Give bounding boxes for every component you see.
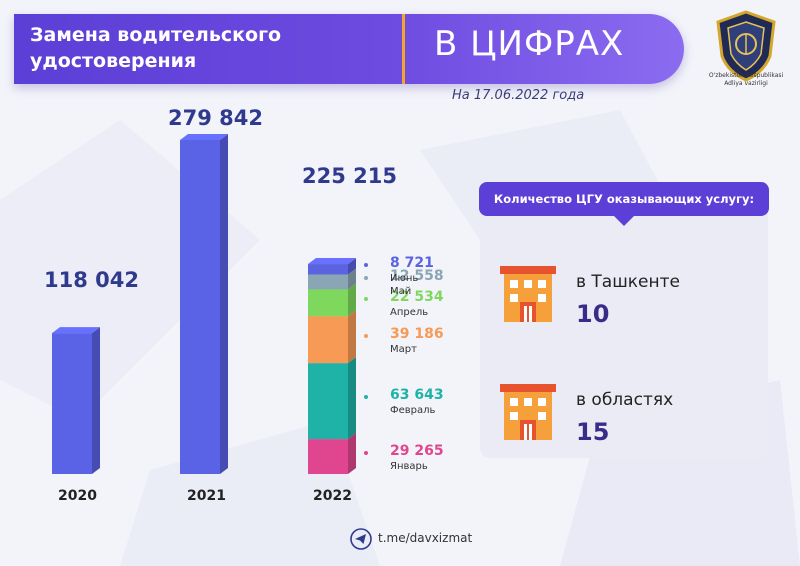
segment-value-label: 39 186 xyxy=(390,325,444,342)
building-icon xyxy=(500,266,556,322)
bar-2022-segment-1 xyxy=(308,357,356,440)
segment-month-label: Июнь xyxy=(390,273,419,285)
bar-2022-segment-2 xyxy=(308,310,356,364)
page-title: Замена водительского удостоверения xyxy=(30,24,282,72)
segment-month-label: Март xyxy=(390,343,417,355)
segment-marker xyxy=(364,296,368,301)
segment-month-label: Январь xyxy=(390,460,428,472)
segment-marker xyxy=(364,275,368,280)
telegram-icon[interactable] xyxy=(350,528,372,550)
segment-value-label: 63 643 xyxy=(390,387,444,404)
emblem-caption: O'zbekiston Respublikasi Adliya vazirlig… xyxy=(708,72,784,87)
telegram-link[interactable]: t.me/davxizmat xyxy=(378,531,473,545)
banner-divider xyxy=(402,14,405,84)
tashkent-count: 10 xyxy=(576,300,610,328)
date-label: На 17.06.2022 года xyxy=(452,88,585,103)
building-icon xyxy=(500,384,556,440)
segment-marker xyxy=(364,395,368,400)
regions-label: в областях xyxy=(576,390,674,410)
segment-marker xyxy=(364,450,368,455)
bar-2022-segment-0 xyxy=(308,433,356,474)
segment-value-label: 29 265 xyxy=(390,442,444,459)
segment-marker xyxy=(364,333,368,338)
segment-month-label: Апрель xyxy=(390,306,429,318)
segment-value-label: 8 721 xyxy=(390,255,434,272)
bar-2021 xyxy=(180,134,228,474)
banner-subtitle: В ЦИФРАХ xyxy=(434,24,625,64)
bar-2022-segment-5 xyxy=(308,258,356,275)
value-label-2021: 279 842 xyxy=(168,106,263,130)
card-title-pointer xyxy=(612,214,636,226)
segment-value-label: 12 558 xyxy=(390,267,444,284)
card-title: Количество ЦГУ оказывающих услугу: xyxy=(479,182,769,216)
tashkent-label: в Ташкенте xyxy=(576,272,680,292)
bar-2020 xyxy=(52,327,100,474)
ministry-emblem-icon xyxy=(716,10,776,82)
segment-month-label: Май xyxy=(390,285,412,297)
segment-value-label: 22 534 xyxy=(390,288,444,305)
header-banner: Замена водительского удостоверения В ЦИФ… xyxy=(14,14,684,84)
segment-marker xyxy=(364,263,368,268)
tick-label-2020: 2020 xyxy=(58,488,97,504)
value-label-2020: 118 042 xyxy=(44,268,139,292)
tick-label-2021: 2021 xyxy=(187,488,226,504)
tick-label-2022: 2022 xyxy=(313,488,352,504)
value-label-2022: 225 215 xyxy=(302,164,397,188)
segment-month-label: Февраль xyxy=(390,405,436,417)
regions-count: 15 xyxy=(576,418,610,446)
